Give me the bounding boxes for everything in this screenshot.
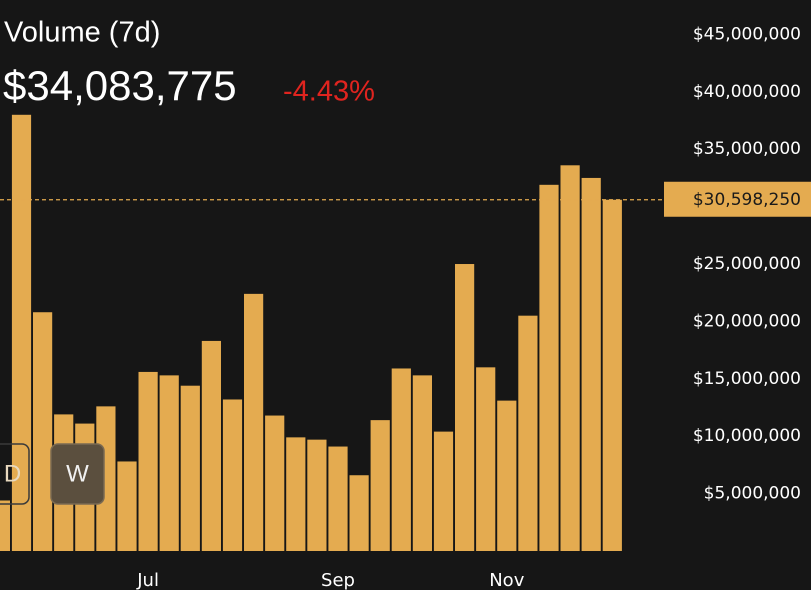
y-tick-label: $10,000,000 (693, 426, 801, 446)
y-tick-label: $15,000,000 (693, 369, 801, 389)
bar (391, 368, 411, 551)
y-tick-label: $35,000,000 (693, 139, 801, 159)
percent-change: -4.43% (283, 76, 375, 108)
current-volume: $34,083,775 (3, 62, 237, 109)
x-tick-label: Jul (136, 570, 159, 590)
x-tick-label: Nov (489, 570, 524, 590)
bar (455, 264, 475, 551)
bar (518, 315, 538, 551)
y-tick-label: $40,000,000 (693, 82, 801, 102)
bar (349, 475, 369, 551)
interval-button[interactable]: W (50, 443, 105, 505)
reference-label-box (664, 181, 811, 217)
button-box (0, 443, 30, 505)
bar (180, 385, 200, 551)
button-label: D (4, 460, 21, 487)
button-box (50, 443, 105, 505)
bar (497, 400, 517, 551)
bar (117, 461, 137, 551)
bar (138, 371, 158, 551)
bar (96, 406, 116, 551)
y-tick-label: $45,000,000 (693, 24, 801, 44)
bar (0, 500, 11, 551)
y-tick-label: $20,000,000 (693, 311, 801, 331)
bar (307, 439, 327, 551)
bar (560, 165, 580, 552)
bar (265, 415, 285, 551)
reference-label: $30,598,250 (693, 190, 801, 210)
bar (581, 177, 601, 552)
bar (412, 375, 432, 551)
bar (244, 293, 264, 551)
bar (602, 199, 622, 552)
chart-title: Volume (7d) (4, 17, 160, 49)
bar (539, 184, 559, 552)
interval-button[interactable]: D (0, 443, 30, 505)
bar (370, 420, 390, 551)
plot-area (0, 114, 622, 552)
bar (159, 375, 179, 551)
bar (201, 340, 221, 551)
bar (476, 367, 496, 551)
bar (222, 399, 243, 551)
bar (433, 431, 454, 551)
bar (286, 437, 306, 551)
bar (11, 114, 32, 552)
bar (33, 312, 53, 551)
y-tick-label: $25,000,000 (693, 254, 801, 274)
x-tick-label: Sep (321, 570, 355, 590)
button-label: W (66, 460, 89, 487)
bar (328, 446, 348, 551)
y-tick-label: $5,000,000 (704, 484, 801, 504)
